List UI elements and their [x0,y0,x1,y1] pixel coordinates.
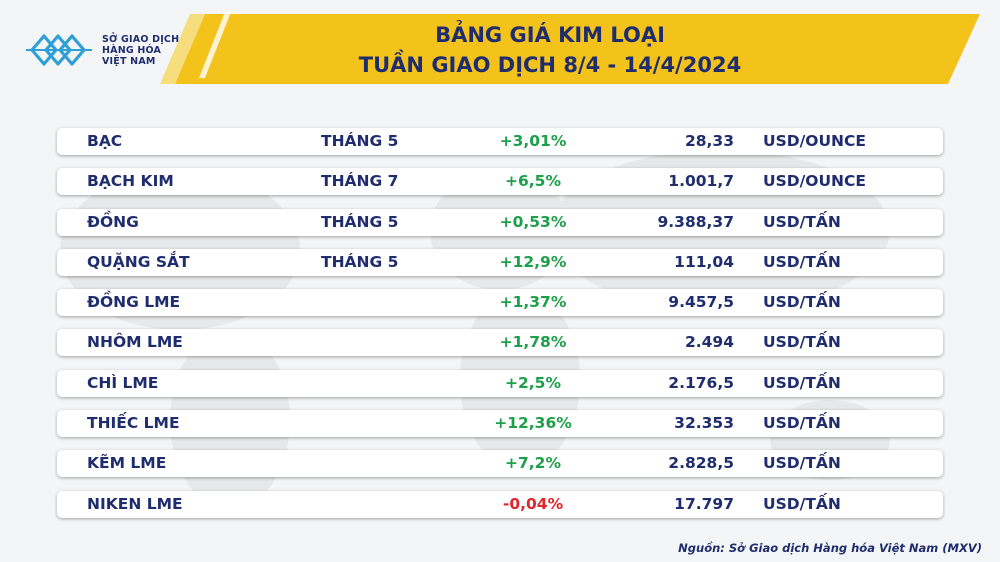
contract-month: THÁNG 5 [321,212,399,231]
price-unit: USD/TẤN [763,333,841,352]
table-row-lead-lme: CHÌ LME +2,5% 2.176,5 USD/TẤN [57,369,943,397]
weekly-change: +12,36% [494,414,572,433]
metal-name: BẠCH KIM [87,172,174,191]
table-row-silver: BẠC THÁNG 5 +3,01% 28,33 USD/OUNCE [57,128,943,155]
price-value: 17.797 [674,494,734,513]
price-unit: USD/OUNCE [763,132,866,150]
metal-name: THIẾC LME [87,414,180,433]
contract-month: THÁNG 5 [321,252,399,271]
price-unit: USD/TẤN [763,212,841,231]
metal-name: ĐỒNG LME [87,293,181,312]
metal-name: CHÌ LME [87,373,159,392]
metal-name: KẼM LME [87,454,167,473]
metal-name: ĐỒNG [87,212,139,231]
table-row-copper-lme: ĐỒNG LME +1,37% 9.457,5 USD/TẤN [57,289,943,317]
price-value: 111,04 [674,252,734,271]
price-value: 1.001,7 [668,172,734,191]
weekly-change: -0,04% [502,494,564,513]
price-unit: USD/TẤN [763,373,841,392]
price-value: 2.828,5 [668,454,734,473]
contract-month: THÁNG 5 [321,132,399,150]
logo-line-3: VIỆT NAM [102,55,156,67]
weekly-change: +2,5% [505,373,561,392]
table-row-iron-ore: QUẶNG SẮT THÁNG 5 +12,9% 111,04 USD/TẤN [57,248,943,276]
weekly-change: +0,53% [499,212,567,231]
weekly-change: +6,5% [505,172,561,191]
table-row-zinc-lme: KẼM LME +7,2% 2.828,5 USD/TẤN [57,450,943,478]
mxv-logo: SỞ GIAO DỊCH HÀNG HÓA VIỆT NAM [22,18,212,82]
price-value: 9.457,5 [668,293,734,312]
page-title: BẢNG GIÁ KIM LOẠI TUẦN GIAO DỊCH 8/4 - 1… [240,20,860,80]
price-value: 28,33 [684,132,734,150]
price-unit: USD/TẤN [763,414,841,433]
source-note: Nguồn: Sở Giao dịch Hàng hóa Việt Nam (M… [678,541,982,555]
weekly-change: +3,01% [499,132,567,150]
logo-line-1: SỞ GIAO DỊCH [102,33,180,45]
weekly-change: +12,9% [499,252,567,271]
contract-month: THÁNG 7 [321,172,399,191]
weekly-change: +7,2% [505,454,561,473]
header-band [160,12,980,84]
logo-line-2: HÀNG HÓA [102,44,162,56]
price-value: 32.353 [674,414,734,433]
price-unit: USD/TẤN [763,293,841,312]
table-row-tin-lme: THIẾC LME +12,36% 32.353 USD/TẤN [57,410,943,438]
metal-name: QUẶNG SẮT [87,252,190,271]
price-unit: USD/TẤN [763,494,841,513]
mxv-logo-icon [26,34,92,66]
weekly-change: +1,37% [499,293,567,312]
table-row-platinum: BẠCH KIM THÁNG 7 +6,5% 1.001,7 USD/OUNCE [57,168,943,196]
price-unit: USD/TẤN [763,454,841,473]
table-row-copper: ĐỒNG THÁNG 5 +0,53% 9.388,37 USD/TẤN [57,208,943,236]
title-line-2: TUẦN GIAO DỊCH 8/4 - 14/4/2024 [358,53,742,77]
price-unit: USD/TẤN [763,252,841,271]
metal-price-table: BẠC THÁNG 5 +3,01% 28,33 USD/OUNCE BẠCH … [57,128,943,531]
weekly-change: +1,78% [499,333,567,352]
price-value: 9.388,37 [657,212,735,231]
price-value: 2.494 [684,333,734,352]
metal-name: NHÔM LME [87,333,183,352]
price-value: 2.176,5 [668,373,734,392]
price-unit: USD/OUNCE [763,172,866,191]
metal-name: BẠC [87,132,123,150]
table-row-nickel-lme: NIKEN LME -0,04% 17.797 USD/TẤN [57,490,943,518]
metal-name: NIKEN LME [87,494,183,513]
title-line-1: BẢNG GIÁ KIM LOẠI [435,23,665,47]
table-row-aluminium-lme: NHÔM LME +1,78% 2.494 USD/TẤN [57,329,943,357]
